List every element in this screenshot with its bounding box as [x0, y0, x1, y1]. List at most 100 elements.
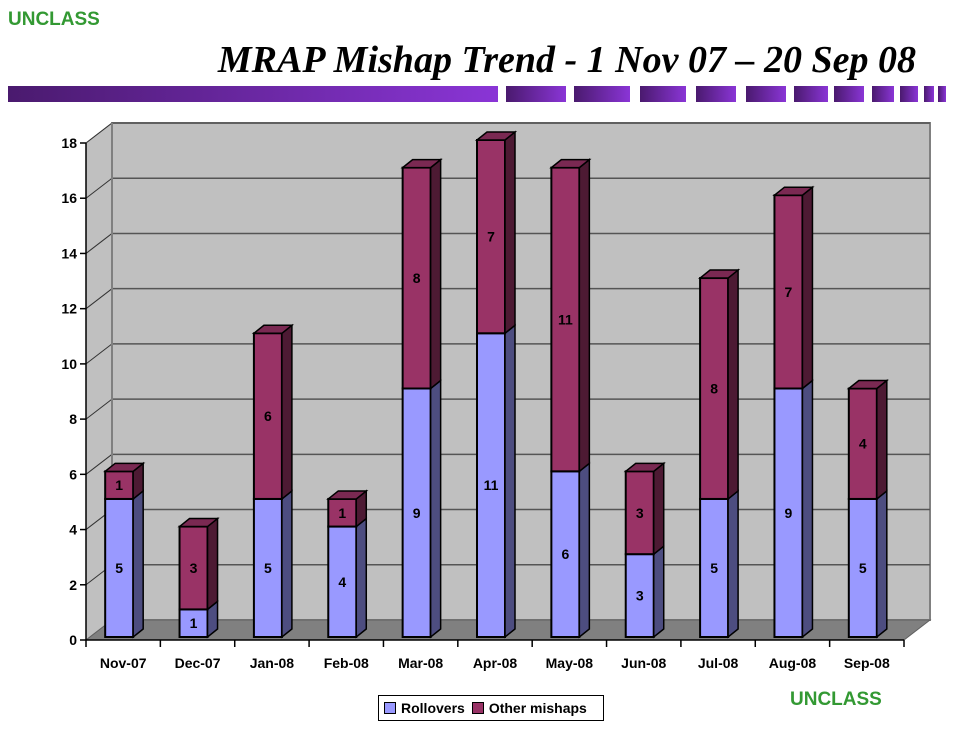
bar-stack: 54 [846, 378, 889, 639]
bar-value-label: 6 [561, 546, 569, 562]
chart-legend: Rollovers Other mishaps [378, 695, 604, 721]
bar-top [474, 131, 518, 141]
x-tick-label: Jul-08 [698, 655, 739, 671]
bar-top [103, 462, 146, 473]
bar-top [177, 517, 220, 528]
bar-stack: 58 [697, 268, 741, 639]
header-bar-segment [574, 86, 630, 102]
bar-value-label: 9 [785, 505, 793, 521]
header-bar-segment [900, 86, 918, 102]
gridline-side [85, 343, 113, 365]
bar-value-label: 1 [338, 505, 346, 521]
x-axis: Nov-07 Dec-07 Jan-08 Feb-08 Mar-08 Apr-08 May-… [85, 639, 905, 671]
bar-top [549, 158, 592, 169]
bar-value-label: 5 [264, 560, 272, 576]
y-tick-label: 12 [61, 301, 77, 317]
bar-stack: 98 [400, 158, 443, 639]
x-tick-label: Jan-08 [250, 655, 295, 671]
bar-side [355, 516, 368, 639]
classification-label-bottom: UNCLASS [790, 689, 882, 710]
bar-top [623, 462, 666, 473]
bar-side [578, 158, 591, 473]
legend-label-other-mishaps: Other mishaps [488, 700, 587, 716]
bar-top [697, 269, 741, 279]
x-tick-label: Aug-08 [769, 655, 817, 671]
bar-value-label: 6 [264, 408, 272, 424]
gridline-side [85, 177, 113, 199]
legend-swatch-rollovers [384, 702, 396, 714]
bar-value-label: 4 [338, 574, 346, 590]
bar-side [132, 489, 144, 639]
bar-top [772, 186, 815, 196]
bar-value-label: 11 [484, 477, 499, 493]
bar-value-label: 5 [859, 560, 867, 576]
bar-side [281, 489, 293, 639]
bar-side [727, 268, 739, 501]
bar-stack: 51 [103, 461, 146, 639]
bar-segment-rollovers [624, 553, 655, 639]
bar-side [876, 489, 888, 639]
gridline-side [85, 122, 113, 144]
y-tick-label: 0 [69, 632, 77, 648]
bar-segment-rollovers [699, 497, 730, 639]
header-bar-segment [640, 86, 686, 102]
x-tick-label: Sep-08 [844, 655, 890, 671]
y-axis: 0 2 4 6 8 10 12 14 16 18 [61, 135, 87, 648]
bar-stack: 11 7 [474, 130, 518, 639]
x-tick-label: Dec-07 [175, 655, 221, 671]
gridline-side [85, 453, 113, 475]
bar-side [281, 323, 293, 501]
bar-side [652, 461, 665, 556]
bar-side [504, 130, 516, 335]
header-bar-segment [794, 86, 828, 102]
bar-stack: 13 [177, 516, 220, 639]
legend-swatch-other-mishaps [471, 702, 484, 714]
bar-side [578, 461, 591, 639]
y-tick-label: 6 [69, 466, 77, 482]
gridline-side [85, 233, 113, 254]
bar-value-label: 3 [636, 505, 644, 521]
bar-side [206, 516, 219, 611]
y-tick-label: 14 [61, 245, 77, 261]
bar-value-label: 7 [487, 229, 495, 245]
bar-side [727, 489, 739, 639]
bar-segment-other-mishaps [773, 194, 804, 390]
bar-side [504, 323, 516, 639]
bar-value-label: 5 [115, 560, 123, 576]
bar-stack: 56 [251, 323, 295, 639]
bar-top [326, 490, 369, 500]
header-bar-segment [696, 86, 736, 102]
bar-value-label: 9 [413, 505, 421, 521]
bar-value-label: 3 [190, 560, 198, 576]
legend-item-rollovers: Rollovers [384, 700, 465, 716]
y-tick-label: 10 [61, 356, 77, 372]
header-bar-segment [506, 86, 566, 102]
x-tick-label: Apr-08 [473, 655, 518, 671]
bar-top [846, 379, 889, 390]
decorative-header-bar [8, 86, 950, 102]
bar-stack: 33 [623, 461, 666, 639]
y-tick-label: 16 [61, 190, 77, 206]
x-tick-label: Feb-08 [324, 655, 369, 671]
y-tick-label: 2 [69, 577, 77, 593]
classification-label-top: UNCLASS [8, 9, 100, 30]
y-tick-label: 8 [69, 411, 77, 427]
bar-segment-other-mishaps [252, 332, 283, 500]
bar-value-label: 11 [558, 311, 573, 327]
bar-value-label: 8 [413, 270, 421, 286]
y-tick-label: 18 [61, 135, 77, 151]
bar-side [652, 544, 665, 639]
bar-value-label: 3 [636, 588, 644, 604]
header-bar-segment [924, 86, 934, 102]
bar-value-label: 1 [190, 615, 198, 631]
header-bar-segment [746, 86, 786, 102]
bar-segment-rollovers [252, 497, 283, 639]
header-bar-segment [872, 86, 894, 102]
bar-side [876, 378, 888, 501]
bar-segment-other-mishaps [847, 387, 878, 500]
bar-top [251, 324, 295, 335]
header-bar-segment [8, 86, 498, 102]
gridline-side [85, 288, 113, 310]
gridline-side [85, 398, 113, 420]
